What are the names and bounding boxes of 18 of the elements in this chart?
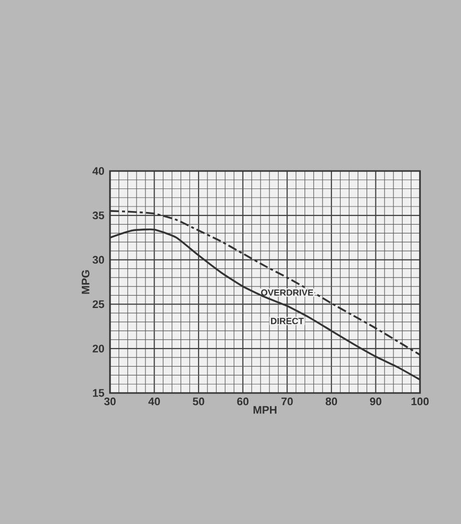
y-tick-label: 20 [92, 344, 104, 352]
y-tick-label: 30 [92, 256, 104, 264]
y-tick-label: 35 [92, 212, 104, 220]
x-axis-title: MPH [254, 406, 276, 414]
x-tick-label: 60 [237, 398, 248, 406]
y-tick-label: 40 [92, 167, 104, 175]
y-axis-title: MPG [82, 270, 90, 294]
series-label: DIRECT [271, 318, 304, 324]
x-tick-label: 90 [370, 398, 382, 406]
y-tick-label: 15 [92, 389, 104, 397]
series-label: OVERDRIVE [261, 289, 314, 296]
x-tick-label: 40 [148, 398, 160, 406]
x-tick-label: 100 [412, 398, 429, 406]
x-tick-label: 50 [192, 398, 204, 406]
y-tick-label: 25 [92, 300, 104, 308]
x-tick-label: 70 [282, 398, 293, 406]
x-tick-label: 30 [104, 398, 116, 406]
x-tick-label: 80 [326, 398, 338, 406]
